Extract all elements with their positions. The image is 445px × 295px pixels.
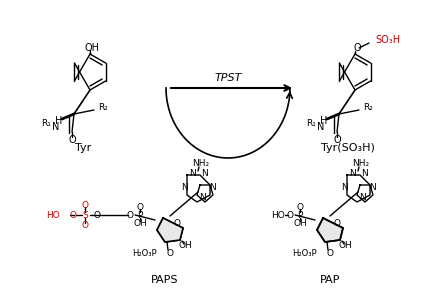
Text: OH: OH xyxy=(178,242,192,250)
Text: TPST: TPST xyxy=(214,73,242,83)
Text: N: N xyxy=(360,194,366,202)
Polygon shape xyxy=(157,218,183,242)
Text: P: P xyxy=(297,211,303,219)
Text: P: P xyxy=(138,211,143,219)
Text: S: S xyxy=(82,211,88,219)
Text: O: O xyxy=(69,211,77,219)
Text: O: O xyxy=(81,201,89,209)
Text: O: O xyxy=(126,211,134,219)
Text: N: N xyxy=(368,183,376,193)
Text: N: N xyxy=(202,168,208,178)
Text: OH: OH xyxy=(133,219,147,227)
Text: PAPS: PAPS xyxy=(151,275,179,285)
Text: O: O xyxy=(174,219,181,227)
Text: O: O xyxy=(166,248,174,258)
Text: H₂O₃P: H₂O₃P xyxy=(292,248,317,258)
Text: R₁: R₁ xyxy=(41,119,51,129)
Text: O: O xyxy=(296,202,303,212)
Text: R₂: R₂ xyxy=(98,104,108,112)
Text: N: N xyxy=(362,168,368,178)
Text: H: H xyxy=(55,116,63,126)
Text: O: O xyxy=(327,248,333,258)
Text: O: O xyxy=(287,211,294,219)
Text: OH: OH xyxy=(293,219,307,227)
Text: HO: HO xyxy=(46,211,60,219)
Text: OH: OH xyxy=(338,242,352,250)
Text: N: N xyxy=(209,183,215,193)
Polygon shape xyxy=(317,218,343,242)
Text: N: N xyxy=(342,183,348,193)
Text: R₁: R₁ xyxy=(306,119,316,129)
Text: NH₂: NH₂ xyxy=(352,160,369,168)
Text: N: N xyxy=(200,194,206,202)
Text: R₂: R₂ xyxy=(363,104,373,112)
Text: Tyr: Tyr xyxy=(75,143,91,153)
Text: O: O xyxy=(93,211,101,219)
Text: HO: HO xyxy=(271,211,285,219)
Text: O: O xyxy=(333,219,340,227)
Text: O: O xyxy=(68,135,76,145)
Text: N: N xyxy=(182,183,188,193)
Text: H₂O₃P: H₂O₃P xyxy=(132,248,157,258)
Text: O: O xyxy=(137,202,143,212)
Text: Tyr(SO₃H): Tyr(SO₃H) xyxy=(321,143,375,153)
Text: OH: OH xyxy=(85,43,100,53)
Text: O: O xyxy=(353,43,361,53)
Text: O: O xyxy=(81,220,89,230)
Text: N: N xyxy=(190,168,196,178)
Text: O: O xyxy=(333,135,341,145)
Text: PAP: PAP xyxy=(320,275,340,285)
Text: N: N xyxy=(350,168,356,178)
Text: N: N xyxy=(53,122,60,132)
Text: N: N xyxy=(317,122,325,132)
Text: SO₃H: SO₃H xyxy=(375,35,400,45)
Text: H: H xyxy=(320,116,328,126)
Text: NH₂: NH₂ xyxy=(192,160,210,168)
